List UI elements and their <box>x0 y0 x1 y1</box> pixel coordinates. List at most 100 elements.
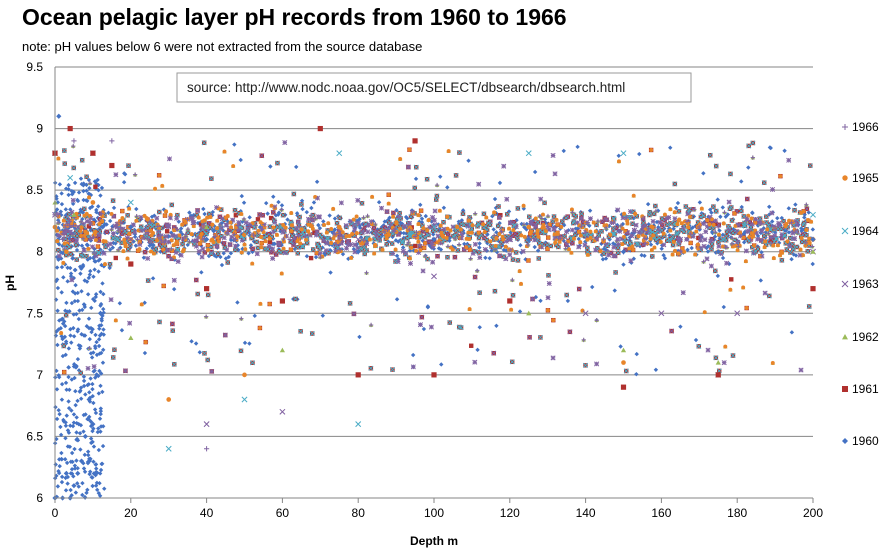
cloud-point <box>453 236 458 242</box>
cloud-point <box>477 290 483 296</box>
cloud-point <box>444 254 451 260</box>
cloud-point <box>746 143 752 149</box>
cloud-point <box>87 346 92 351</box>
cloud-point <box>73 388 78 394</box>
cloud-point <box>628 258 633 263</box>
cloud-point <box>581 337 586 343</box>
cloud-point <box>713 355 719 361</box>
cloud-point <box>667 220 673 226</box>
cloud-point <box>306 229 311 234</box>
cloud-point <box>180 241 186 247</box>
cloud-point <box>59 457 65 462</box>
cloud-point <box>90 381 95 387</box>
cloud-point <box>168 215 173 221</box>
cloud-point <box>321 219 326 224</box>
cloud-point <box>594 236 599 242</box>
cloud-point <box>477 241 482 246</box>
cloud-point <box>87 414 92 420</box>
cloud-point <box>498 212 503 218</box>
cloud-point <box>421 226 426 231</box>
cloud-point <box>680 246 685 251</box>
cloud-point <box>224 230 230 235</box>
cloud-point <box>715 197 720 202</box>
cloud-point <box>281 246 286 251</box>
cloud-point <box>615 245 621 251</box>
cloud-point <box>91 274 96 279</box>
cloud-point <box>566 247 571 252</box>
cloud-point <box>365 229 370 235</box>
data-point-1966 <box>59 236 66 242</box>
cloud-point <box>601 239 606 244</box>
cloud-point <box>456 242 462 247</box>
cloud-point <box>759 220 764 226</box>
cloud-point <box>631 193 636 198</box>
cloud-point <box>272 204 277 210</box>
cloud-point <box>348 219 354 224</box>
cloud-point <box>507 252 512 257</box>
cloud-point <box>250 233 255 238</box>
cloud-point <box>414 248 419 253</box>
cloud-point <box>803 243 808 248</box>
cloud-point <box>84 211 89 216</box>
cloud-point <box>60 231 66 236</box>
cloud-point <box>254 239 260 245</box>
cloud-point <box>745 229 750 234</box>
data-point-1965 <box>64 249 69 255</box>
cloud-point <box>606 252 611 258</box>
cloud-point <box>450 224 456 230</box>
cloud-point <box>276 242 282 248</box>
data-point-1962 <box>715 359 721 365</box>
cloud-point <box>395 259 401 264</box>
cloud-point <box>197 350 202 355</box>
cloud-point <box>64 227 69 232</box>
cloud-point <box>289 233 295 239</box>
cloud-point <box>205 357 211 363</box>
data-point-1964 <box>620 150 627 157</box>
cloud-point <box>239 211 244 216</box>
cloud-point <box>250 261 255 266</box>
cloud-point <box>98 406 104 411</box>
cloud-point <box>491 233 497 238</box>
cloud-point <box>629 231 635 236</box>
cloud-point <box>422 234 428 240</box>
cloud-point <box>101 310 106 315</box>
cloud-point <box>198 241 203 246</box>
cloud-point <box>228 251 234 256</box>
cloud-point <box>74 238 79 244</box>
cloud-point <box>559 218 565 225</box>
cloud-point <box>61 343 67 349</box>
cloud-point <box>529 229 534 234</box>
cloud-point <box>612 253 618 259</box>
cloud-point <box>226 254 231 260</box>
cloud-point <box>91 364 97 369</box>
cloud-point <box>59 191 64 196</box>
cloud-point <box>696 224 702 230</box>
cloud-point <box>807 241 812 245</box>
cloud-point <box>445 214 450 219</box>
cloud-point <box>75 290 80 296</box>
cloud-point <box>177 233 182 238</box>
cloud-point <box>53 462 58 467</box>
cloud-point <box>620 226 625 231</box>
cloud-point <box>94 466 99 471</box>
cloud-point <box>101 291 106 297</box>
cloud-point <box>232 230 237 235</box>
cloud-point <box>732 211 737 216</box>
cloud-point <box>223 256 229 261</box>
cloud-point <box>491 350 497 356</box>
cloud-point <box>78 447 83 452</box>
cloud-point <box>314 229 320 235</box>
cloud-point <box>735 248 740 253</box>
cloud-point <box>685 211 690 217</box>
cloud-point <box>60 353 66 359</box>
cloud-point <box>719 236 726 242</box>
cloud-point <box>194 238 199 244</box>
cloud-point <box>149 233 154 238</box>
cloud-point <box>735 222 741 228</box>
cloud-point <box>786 206 792 211</box>
cloud-point <box>532 237 537 243</box>
cloud-point <box>100 424 106 429</box>
cloud-point <box>622 211 627 216</box>
data-point-1960 <box>78 458 85 464</box>
cloud-point <box>232 232 237 237</box>
